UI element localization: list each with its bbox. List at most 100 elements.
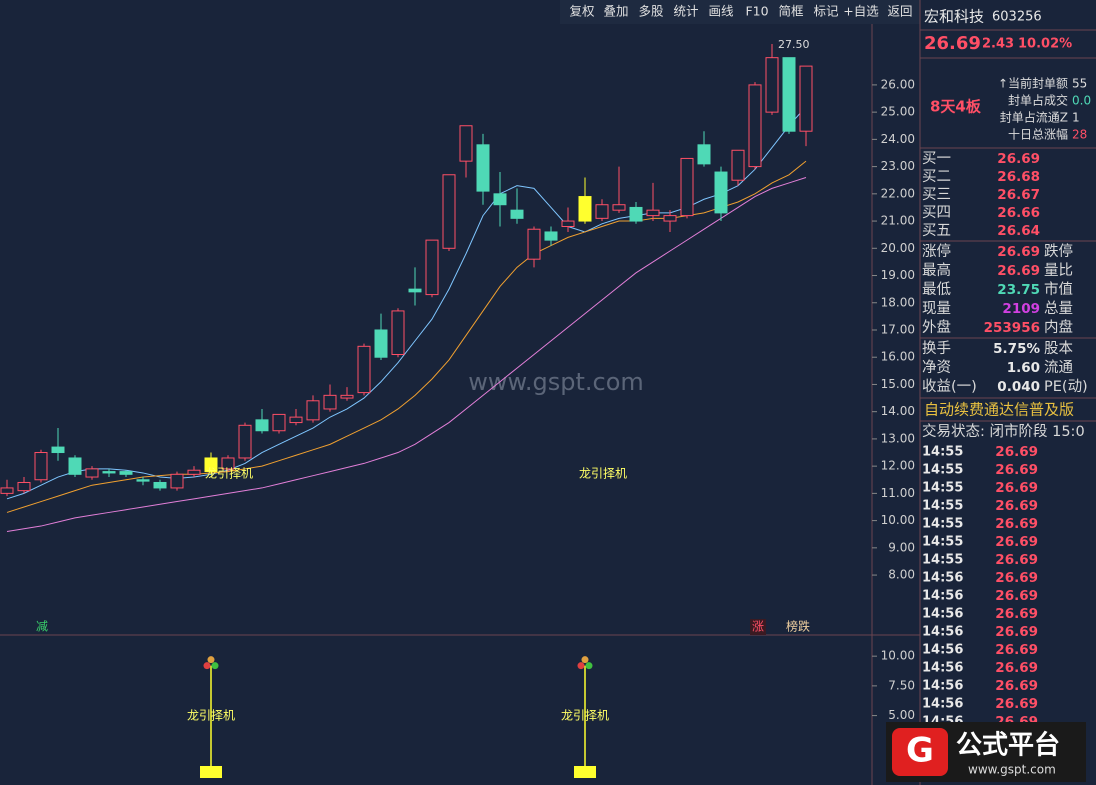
candle-body — [136, 479, 150, 482]
candle-body — [714, 171, 728, 214]
seal-label: 十日总涨幅 — [1008, 127, 1068, 142]
y-tick-label: 25.00 — [881, 105, 915, 119]
toolbar-button[interactable]: +自选 — [843, 4, 879, 19]
y-tick-label: 12.00 — [881, 459, 915, 473]
trade-time: 14:55 — [922, 517, 963, 532]
y-tick-label: 24.00 — [881, 132, 915, 146]
trade-time: 14:55 — [922, 463, 963, 478]
fin-value: 1.60 — [1007, 360, 1040, 376]
candle-body — [34, 452, 48, 481]
branding: G 公式平台 www.gspt.com — [886, 722, 1086, 782]
candle-body — [119, 471, 133, 475]
flag-bg — [750, 619, 766, 635]
candle-body — [255, 419, 269, 432]
trade-price: 26.69 — [995, 516, 1038, 532]
trade-time: 14:55 — [922, 481, 963, 496]
y-tick-label: 20.00 — [881, 241, 915, 255]
trade-time: 14:55 — [922, 535, 963, 550]
toolbar-button[interactable]: 简框 — [778, 4, 804, 19]
candle-body — [51, 446, 65, 454]
banner[interactable]: 自动续费通达信普及版 — [924, 401, 1074, 419]
trade-time: 14:56 — [922, 607, 963, 622]
candle-body — [595, 204, 609, 219]
logo-url: www.gspt.com — [968, 763, 1056, 777]
candle-body — [527, 228, 541, 260]
signal-icon — [203, 662, 211, 670]
moving-average — [6, 106, 807, 500]
stat-label: 市值 — [1044, 281, 1073, 298]
logo-text: 公式平台 — [956, 730, 1060, 761]
toolbar-button[interactable]: 统计 — [673, 4, 698, 19]
trade-time: 14:55 — [922, 445, 963, 460]
fin-value: 5.75% — [993, 341, 1040, 357]
toolbar-button[interactable]: 多股 — [638, 4, 664, 19]
stat-value: 26.69 — [997, 244, 1040, 260]
fin-label: 净资 — [922, 359, 951, 376]
seal-value: 55 — [1072, 77, 1087, 91]
candle-body — [272, 413, 286, 432]
candle-body — [629, 206, 643, 222]
fin-label: 流通 — [1044, 359, 1073, 376]
candle-body — [510, 209, 524, 219]
candle-body — [340, 394, 354, 399]
toolbar-button[interactable]: F10 — [745, 4, 768, 19]
seal-label: 封单占成交 — [1008, 93, 1068, 108]
y-tick-label: 14.00 — [881, 404, 915, 418]
toolbar — [560, 0, 920, 24]
signal-block — [574, 766, 596, 778]
stat-label: 现量 — [922, 301, 951, 317]
candle-body — [17, 481, 31, 492]
stat-value: 253956 — [984, 320, 1040, 336]
signal-icon — [211, 662, 219, 670]
stat-value: 26.69 — [997, 263, 1040, 279]
quote-panel: 宏和科技 603256 26.69 2.43 10.02% 8天4板 自动续费通… — [920, 8, 1096, 440]
y-tick-label: 26.00 — [881, 77, 915, 91]
stat-label: 涨停 — [922, 243, 951, 260]
toolbar-button[interactable]: 标记 — [813, 4, 839, 19]
change-pct: 10.02% — [1018, 37, 1072, 52]
trade-price: 26.69 — [995, 606, 1038, 622]
y-tick-label: 18.00 — [881, 295, 915, 309]
trade-price: 26.69 — [995, 696, 1038, 712]
candle-body — [374, 329, 388, 358]
trade-time: 14:55 — [922, 499, 963, 514]
toolbar-button[interactable]: 复权 — [569, 4, 595, 19]
candle-body — [646, 209, 660, 217]
bid-label: 买五 — [922, 222, 951, 239]
candle-body — [442, 174, 456, 249]
candle-body — [680, 157, 694, 217]
fin-label: 股本 — [1044, 340, 1073, 357]
bid-price: 26.66 — [997, 205, 1040, 221]
signal-label: 龙引择机 — [579, 467, 627, 481]
candle-body — [68, 457, 82, 475]
watermark: www.gspt.com — [468, 368, 644, 396]
bid-price: 26.69 — [997, 151, 1040, 167]
bid-label: 买一 — [922, 150, 951, 167]
candle-body — [170, 473, 184, 489]
candle-body — [799, 65, 813, 132]
candle-body — [561, 220, 575, 228]
change: 2.43 — [982, 37, 1014, 52]
trade-time: 14:56 — [922, 643, 963, 658]
candle-body — [85, 468, 99, 478]
toolbar-button[interactable]: 返回 — [887, 4, 912, 19]
stat-label: 外盘 — [922, 318, 951, 336]
y-tick-label: 23.00 — [881, 159, 915, 173]
bid-price: 26.68 — [997, 169, 1040, 185]
toolbar-button[interactable]: 画线 — [708, 4, 734, 19]
stat-label: 量比 — [1044, 262, 1073, 279]
y-tick-label: 10.00 — [881, 513, 915, 527]
bid-price: 26.64 — [997, 223, 1040, 239]
fin-value: 0.040 — [997, 379, 1040, 395]
bid-label: 买二 — [922, 168, 951, 185]
toolbar-button[interactable]: 叠加 — [603, 4, 628, 19]
signal-label: 龙引择机 — [187, 709, 235, 723]
y-tick-label: 9.00 — [888, 540, 915, 554]
bid-price: 26.67 — [997, 187, 1040, 203]
candle-body — [391, 310, 405, 355]
candle-body — [425, 239, 439, 296]
trade-price: 26.69 — [995, 624, 1038, 640]
trade-price: 26.69 — [995, 534, 1038, 550]
